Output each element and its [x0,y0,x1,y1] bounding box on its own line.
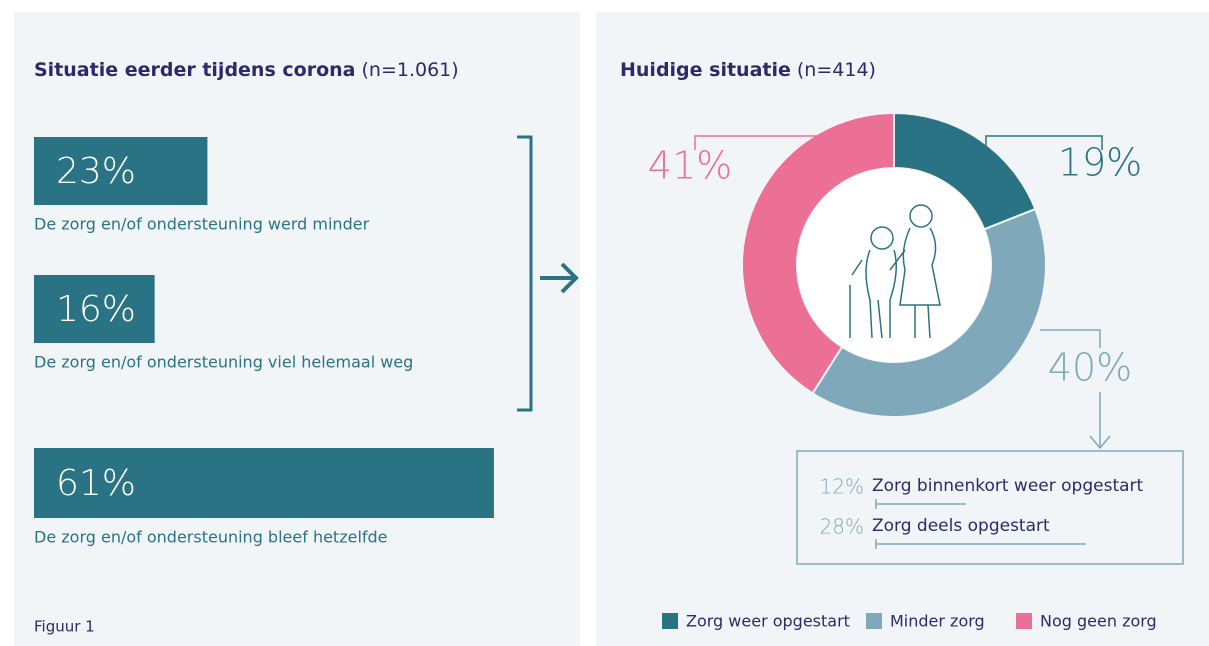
title-bold: Situatie eerder tijdens corona [34,59,355,81]
bar-category-label: De zorg en/of ondersteuning werd minder [34,215,370,234]
arrow [540,262,579,294]
donut-value-label: 19% [1058,141,1142,185]
breakdown-value-label: 12% [820,475,864,499]
legend-swatch [866,613,882,629]
title-n: (n=414) [797,59,876,81]
bar [34,275,155,343]
bar-category-label: De zorg en/of ondersteuning viel helemaa… [34,353,413,372]
right-title: Huidige situatie (n=414) [620,59,876,81]
breakdown-category-label: Zorg binnenkort weer opgestart [872,476,1144,496]
legend-swatch [1016,613,1032,629]
bar-value-label: 23% [56,151,136,192]
legend-label: Minder zorg [890,612,985,631]
title-bold: Huidige situatie [620,59,791,81]
donut-value-label: 41% [648,144,732,188]
bar [34,137,208,205]
breakdown-box [796,450,1184,565]
bracket [517,135,533,412]
leader-line [985,135,1103,160]
caption: Figuur 1 [34,618,95,636]
legend-label: Zorg weer opgestart [686,612,850,631]
breakdown-category-label: Zorg deels opgestart [872,516,1050,536]
legend-label: Nog geen zorg [1040,612,1157,631]
bar-value-label: 16% [56,289,136,330]
leader-line [694,135,890,150]
icon [849,204,941,339]
bar-category-label: De zorg en/of ondersteuning bleef hetzel… [34,528,388,547]
left-title: Situatie eerder tijdens corona (n=1.061) [34,59,459,81]
leader-line [1040,329,1111,450]
legend-swatch [662,613,678,629]
bar [34,448,494,518]
bar-value-label: 61% [56,463,136,504]
title-n: (n=1.061) [361,59,458,81]
breakdown-value-label: 28% [820,515,864,539]
donut-value-label: 40% [1048,346,1132,390]
